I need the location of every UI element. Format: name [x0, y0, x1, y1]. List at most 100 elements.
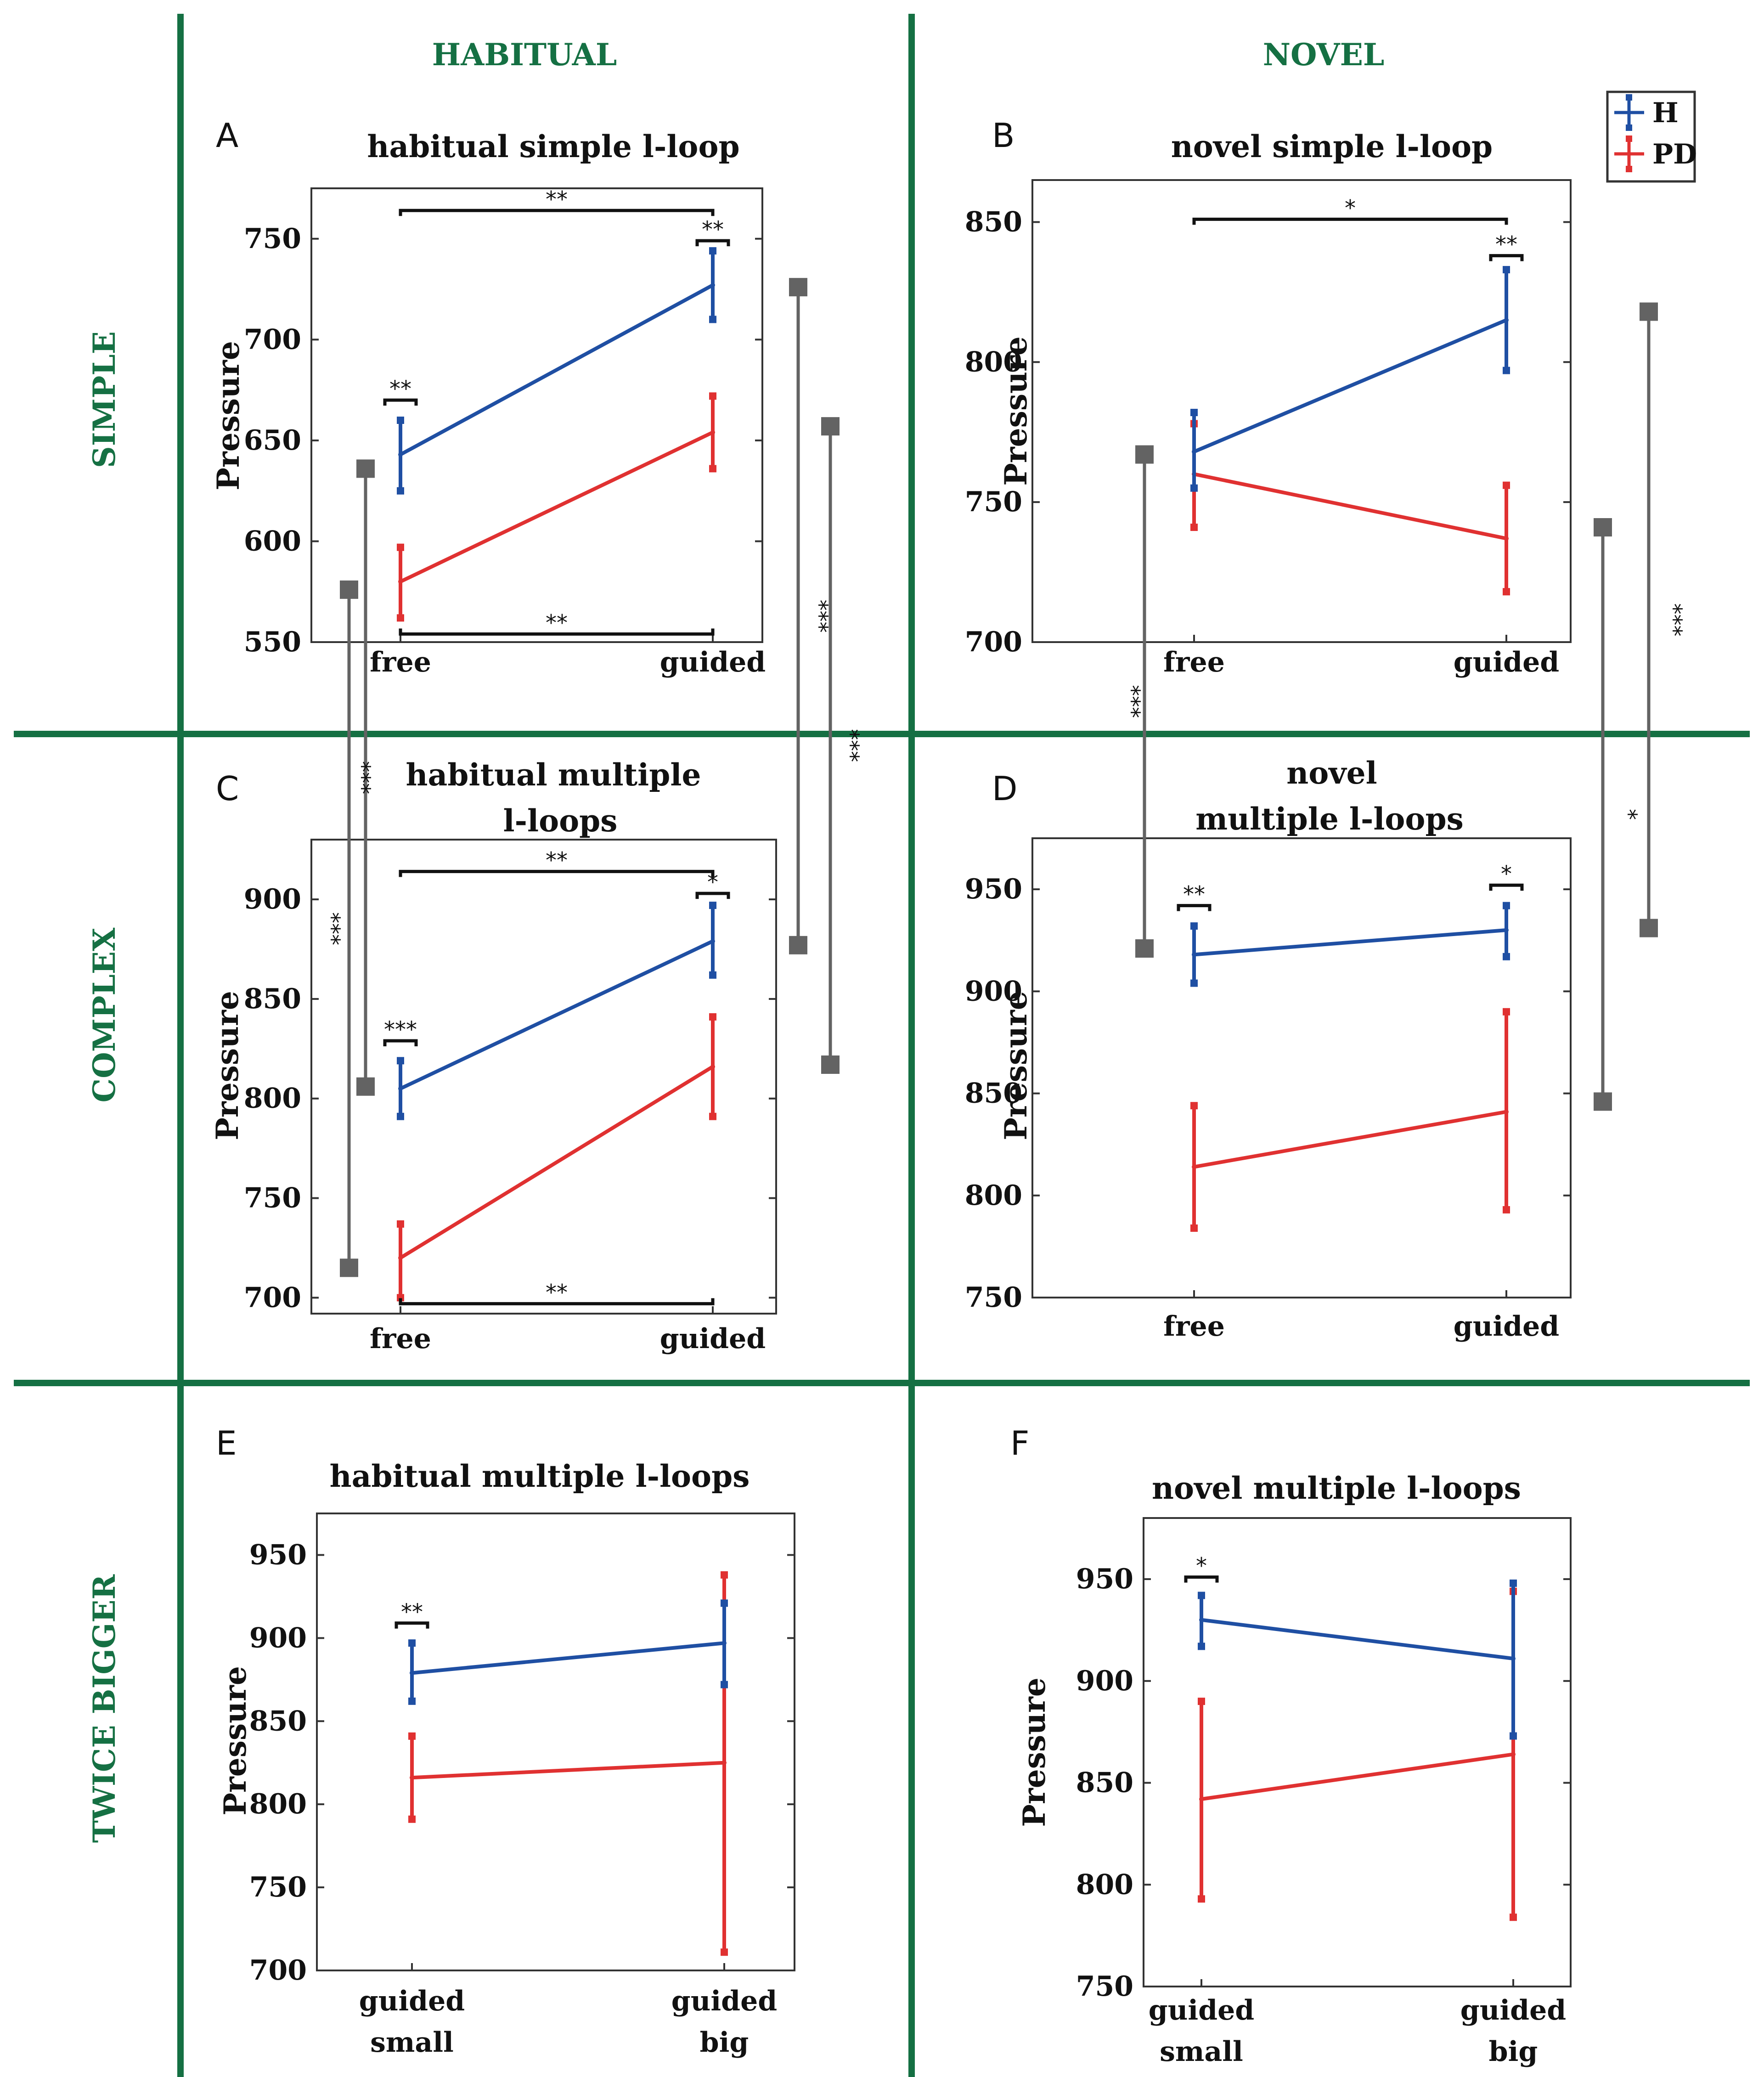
y-tick-label: 800 — [1076, 1868, 1133, 1901]
connector-significance: *** — [1119, 685, 1144, 718]
connector-marker-top — [340, 580, 358, 599]
y-axis-label: Pressure — [210, 341, 246, 490]
significance-bracket — [399, 1298, 715, 1305]
x-tick-label: guided — [660, 646, 766, 678]
x-tick-label: big — [700, 2026, 749, 2059]
legend: H PD — [1606, 90, 1697, 183]
error-cap-top — [1510, 1579, 1517, 1587]
data-point — [710, 1064, 715, 1069]
column-header-novel: NOVEL — [1263, 37, 1385, 73]
error-cap-bottom — [709, 316, 716, 323]
series-line — [400, 430, 714, 583]
series-pd — [1190, 420, 1510, 596]
connector-marker-bottom — [789, 936, 807, 954]
series-h — [408, 1599, 728, 1705]
significance-stars: * — [707, 869, 718, 895]
data-point — [710, 282, 715, 288]
x-tick-label: guided — [359, 1985, 465, 2017]
between-panel-connectors: ******************* — [319, 278, 1686, 1277]
series-line — [411, 1761, 725, 1780]
connector-marker-top — [356, 459, 375, 478]
error-cap-top — [1198, 1698, 1205, 1705]
data-point — [722, 1760, 727, 1765]
data-point — [1199, 1797, 1204, 1801]
panel-label: B — [992, 116, 1014, 155]
panel-title: multiple l-loops — [1195, 801, 1464, 837]
connector-marker-bottom — [356, 1077, 375, 1096]
significance-stars: * — [1196, 1553, 1207, 1579]
error-cap-top — [1503, 1008, 1510, 1016]
y-axis-label: Pressure — [209, 991, 245, 1140]
significance-bracket — [1192, 217, 1508, 225]
data-point — [410, 1671, 414, 1676]
error-cap-bottom — [1190, 979, 1198, 987]
series-h — [1190, 902, 1510, 987]
error-cap-bottom — [1190, 524, 1198, 531]
error-cap-bottom — [408, 1815, 416, 1823]
error-cap-top — [721, 1571, 728, 1579]
significance-stars: ** — [401, 1599, 423, 1625]
significance-stars: ** — [702, 217, 724, 243]
y-tick-label: 800 — [965, 346, 1022, 378]
plot-frame — [1031, 179, 1572, 643]
legend-pd-label: PD — [1652, 138, 1697, 170]
y-tick-label: 800 — [244, 1083, 301, 1115]
error-cap-bottom — [1198, 1642, 1205, 1650]
significance-stars: ** — [1495, 232, 1517, 258]
panel-label: C — [216, 769, 239, 808]
row-header-twice-bigger: TWICE BIGGER — [86, 1574, 122, 1843]
y-axis-label: Pressure — [998, 991, 1034, 1140]
panel-label: D — [992, 769, 1017, 808]
data-point — [410, 1775, 414, 1780]
y-tick-label: 650 — [244, 424, 301, 457]
series-pd — [1190, 1008, 1510, 1232]
plot-frame — [1031, 837, 1572, 1298]
significance-bracket — [395, 1621, 429, 1629]
y-tick-label: 700 — [965, 626, 1022, 658]
data-point — [1199, 1617, 1204, 1622]
y-tick-label: 700 — [244, 1281, 301, 1314]
data-point — [1504, 536, 1509, 541]
y-tick-label: 700 — [249, 1954, 307, 1987]
data-point — [398, 1086, 403, 1091]
plot-frame — [310, 839, 777, 1315]
legend-pd-cap-bottom — [1626, 166, 1632, 172]
legend-box — [1606, 90, 1696, 183]
y-tick-label: 950 — [965, 873, 1022, 905]
panel-title: habitual multiple — [406, 757, 701, 793]
series-line — [411, 1641, 725, 1675]
series-line — [1201, 1618, 1514, 1660]
error-cap-bottom — [1503, 367, 1510, 374]
error-cap-top — [397, 543, 404, 551]
series-pd — [397, 1013, 716, 1302]
significance-stars: ** — [546, 610, 568, 636]
x-tick-label: guided — [1454, 1310, 1559, 1343]
y-tick-label: 850 — [249, 1705, 307, 1737]
error-cap-bottom — [709, 971, 716, 979]
error-cap-bottom — [1503, 953, 1510, 960]
y-tick-label: 900 — [965, 975, 1022, 1007]
y-tick-label: 950 — [249, 1539, 307, 1571]
connector: *** — [789, 278, 832, 954]
y-axis-label: Pressure — [1016, 1677, 1052, 1827]
significance-bracket — [1489, 883, 1524, 891]
y-tick-label: 900 — [1076, 1665, 1133, 1697]
connector: *** — [1119, 445, 1154, 958]
y-tick-label: 750 — [965, 486, 1022, 518]
series-line — [400, 939, 714, 1090]
significance-bracket — [399, 209, 715, 216]
y-tick-label: 800 — [965, 1180, 1022, 1212]
x-tick-label: free — [1163, 1310, 1225, 1343]
error-cap-bottom — [1510, 1913, 1517, 1921]
panel-label: E — [216, 1424, 237, 1462]
error-cap-bottom — [709, 465, 716, 473]
significance-bracket — [383, 1039, 418, 1046]
plot-frame — [316, 1513, 795, 1971]
x-tick-label: guided — [1454, 646, 1559, 678]
series-h — [397, 902, 716, 1120]
